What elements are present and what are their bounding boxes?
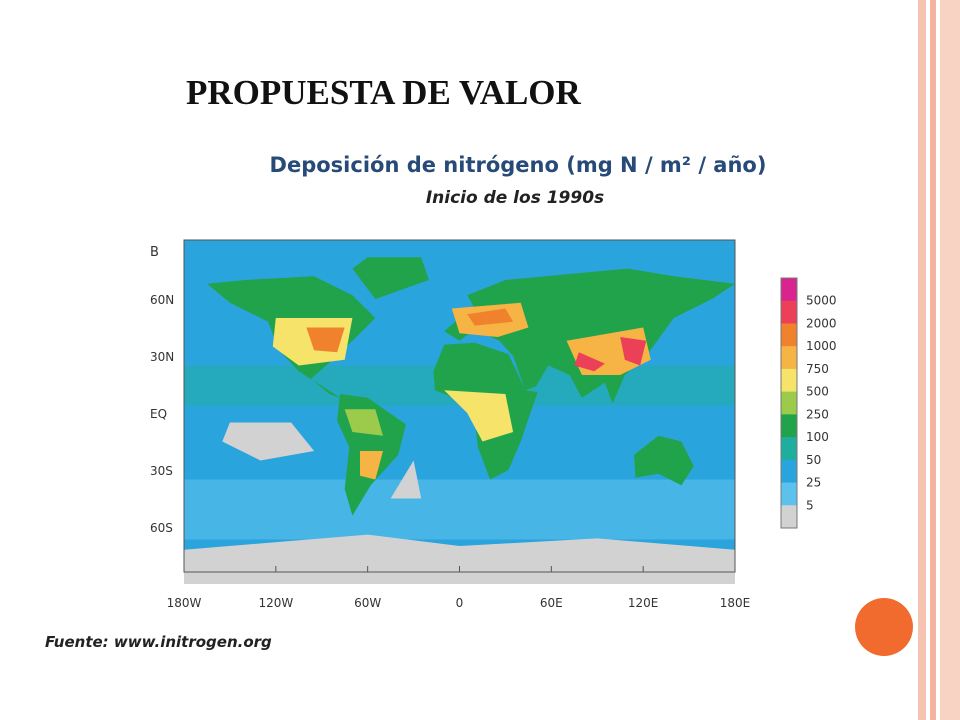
colorbar-label: 5000: [806, 294, 837, 308]
decor-circle: [855, 598, 913, 656]
source: Fuente: www.initrogen.org: [45, 633, 272, 651]
lat-label: 60S: [150, 521, 173, 535]
colorbar-swatch: [781, 278, 797, 302]
lon-label: 120E: [628, 596, 659, 610]
colorbar-label: 5: [806, 498, 814, 512]
deposition-area: [306, 327, 345, 353]
deposition-area: [360, 451, 383, 480]
land: [352, 257, 429, 299]
deposition-area: [574, 352, 605, 372]
lon-label: 0: [456, 596, 464, 610]
colorbar-label: 50: [806, 453, 821, 467]
colorbar-swatch: [781, 414, 797, 438]
land: [634, 435, 694, 486]
lon-label: 60E: [540, 596, 563, 610]
colorbar-label: 500: [806, 385, 829, 399]
colorbar: 5000 2000 1000 750 500 250 100 50 25 5: [780, 277, 837, 529]
ocean-low: [222, 422, 315, 461]
figure-title: Deposición de nitrógeno (mg N / m² / año…: [270, 153, 767, 177]
colorbar-label: 1000: [806, 339, 837, 353]
colorbar-swatch: [781, 437, 797, 461]
lon-label: 120W: [258, 596, 293, 610]
figure-subtitle: Inicio de los 1990s: [426, 188, 604, 208]
map-axes: 60N 30N EQ 30S 60S 180W 120W 60W 0 60E 120E 180E: [150, 293, 750, 610]
border-strip: [918, 0, 926, 720]
colorbar-swatch: [781, 368, 797, 393]
lon-label: 60W: [354, 596, 381, 610]
colorbar-swatch: [781, 323, 797, 347]
lat-label: 60N: [150, 293, 174, 307]
colorbar-frame: [780, 277, 798, 529]
colorbar-swatch: [781, 300, 797, 324]
map: [184, 240, 735, 584]
colorbar-swatch: [781, 391, 797, 415]
deposition-area: [620, 337, 647, 366]
colorbar-swatch: [781, 482, 797, 506]
border-strip: [940, 0, 960, 720]
colorbar-label: 2000: [806, 316, 837, 330]
lat-label: EQ: [150, 407, 167, 421]
panel-label: B: [150, 245, 159, 260]
slide-title: PROPUESTA DE VALOR: [186, 73, 582, 112]
colorbar-swatch: [781, 346, 797, 370]
lon-label: 180W: [167, 596, 202, 610]
ocean-low: [184, 479, 735, 540]
colorbar-label: 100: [806, 430, 829, 444]
deposition-area: [467, 308, 514, 326]
colorbar-label: 250: [806, 407, 829, 421]
colorbar-swatch: [781, 505, 797, 529]
colorbar-label: 25: [806, 476, 821, 490]
lat-label: 30N: [150, 350, 174, 364]
colorbar-swatch: [781, 459, 797, 484]
deposition-area: [344, 409, 383, 436]
border-strip: [930, 0, 936, 720]
colorbar-label: 750: [806, 362, 829, 376]
ocean-low: [390, 460, 422, 499]
land: [444, 268, 735, 404]
lon-label: 180E: [720, 596, 751, 610]
lat-label: 30S: [150, 464, 173, 478]
deposition-area: [444, 390, 514, 442]
